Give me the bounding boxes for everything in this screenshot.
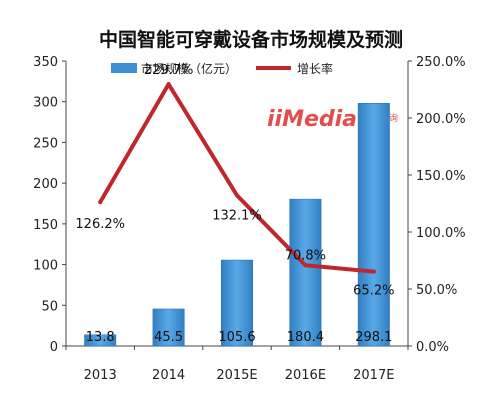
chart-title: 中国智能可穿戴设备市场规模及预测 (99, 28, 403, 51)
left-tick-label: 300 (33, 96, 58, 111)
bar-value-label: 180.4 (287, 330, 324, 345)
x-tick-label: 2017E (353, 368, 394, 383)
x-tick-label: 2014 (152, 368, 185, 383)
left-tick-label: 200 (33, 177, 58, 192)
growth-value-label: 126.2% (75, 217, 125, 232)
legend: 市场规模（亿元） 增长率 (111, 61, 333, 76)
growth-point (371, 269, 376, 274)
growth-line (98, 82, 376, 274)
growth-point (98, 200, 103, 205)
bar (221, 259, 253, 347)
x-tick-label: 2016E (285, 368, 326, 383)
x-tick-label: 2015E (216, 368, 257, 383)
growth-value-label: 65.2% (353, 284, 394, 299)
bar (84, 334, 117, 347)
right-tick-label: 100.0% (416, 226, 466, 241)
left-tick-label: 150 (33, 218, 58, 233)
legend-bar-swatch (111, 63, 137, 73)
data-labels: 13.8 45.5 105.6 180.4 298.1 126.2% 229.7% 132.1… (75, 63, 394, 345)
right-tick-label: 200.0% (416, 112, 466, 127)
bar (152, 308, 185, 347)
legend-bar-label: 市场规模（亿元） (141, 61, 237, 76)
left-tick-label: 0 (50, 340, 58, 355)
bar-value-label: 105.6 (218, 330, 255, 345)
left-tick-label: 350 (33, 55, 58, 70)
left-tick-label: 100 (33, 259, 58, 274)
x-tick-label: 2013 (84, 368, 117, 383)
bar-value-label: 13.8 (86, 330, 115, 345)
growth-value-label: 70.8% (285, 248, 326, 263)
bars (84, 103, 390, 347)
bar-value-label: 45.5 (154, 330, 183, 345)
left-tick-label: 250 (33, 136, 58, 151)
growth-point (303, 263, 308, 268)
growth-point (235, 193, 239, 198)
bar (289, 198, 322, 347)
legend-line-label: 增长率 (297, 61, 333, 76)
growth-value-label: 229.7% (144, 63, 194, 78)
growth-point (166, 82, 171, 87)
watermark-text: iiMedia (267, 107, 357, 132)
left-tick-label: 50 (41, 299, 58, 314)
bar (357, 103, 390, 347)
right-tick-label: 250.0% (416, 55, 466, 70)
bar-value-label: 298.1 (355, 330, 392, 345)
axes: 0 50 100 150 200 250 300 350 0.0% 50.0% 100.0% 150.… (33, 55, 465, 383)
right-tick-label: 0.0% (416, 340, 449, 355)
growth-value-label: 132.1% (212, 208, 262, 223)
right-tick-label: 150.0% (416, 169, 466, 184)
right-tick-label: 50.0% (416, 283, 457, 298)
